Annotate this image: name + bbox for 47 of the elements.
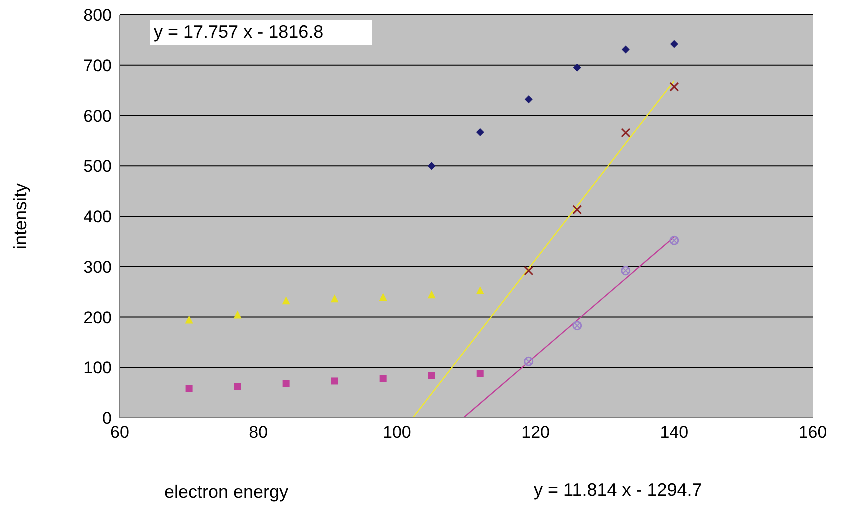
y-tick-label: 400: [84, 208, 112, 227]
point: [524, 96, 533, 104]
point: [524, 266, 534, 276]
point: [622, 46, 630, 54]
x-tick-label: 140: [660, 423, 689, 442]
point: [524, 356, 534, 366]
x-axis-title: electron energy: [164, 482, 289, 502]
y-tick-label: 0: [102, 409, 112, 428]
y-tick-label: 300: [84, 258, 112, 277]
point: [234, 310, 242, 319]
y-axis-title: intensity: [10, 183, 30, 250]
point: [282, 380, 290, 388]
y-tick-label: 500: [84, 157, 112, 176]
x-tick-label: 80: [249, 423, 268, 442]
point: [282, 296, 290, 305]
point: [476, 286, 484, 295]
point: [621, 266, 631, 276]
x-tick-label: 60: [110, 423, 130, 442]
point: [186, 385, 193, 392]
x-tick-label: 100: [383, 423, 412, 442]
point: [572, 205, 582, 215]
y-tick-label: 100: [84, 358, 112, 378]
point: [379, 293, 388, 302]
point: [234, 383, 242, 390]
point: [331, 378, 338, 385]
annotation: y = 17.757 x - 1816.8: [150, 20, 372, 45]
point: [185, 316, 194, 324]
point: [476, 128, 484, 136]
point: [380, 375, 387, 382]
point: [670, 82, 680, 92]
y-tick-label: 700: [84, 56, 112, 76]
point: [476, 370, 484, 378]
x-tick-label: 160: [798, 423, 828, 442]
point: [573, 64, 582, 72]
point: [428, 372, 436, 380]
point: [428, 290, 436, 299]
point: [670, 236, 680, 246]
y-tick-label: 200: [84, 308, 112, 328]
point: [428, 162, 436, 170]
y-tick-label: 600: [84, 106, 112, 126]
point: [621, 128, 631, 138]
y-tick-label: 800: [84, 6, 112, 26]
text: y = 11.814 x - 1294.7: [534, 480, 702, 501]
x-tick-label: 120: [522, 423, 550, 442]
point: [330, 294, 339, 303]
point: [670, 40, 678, 48]
point: [572, 321, 582, 331]
